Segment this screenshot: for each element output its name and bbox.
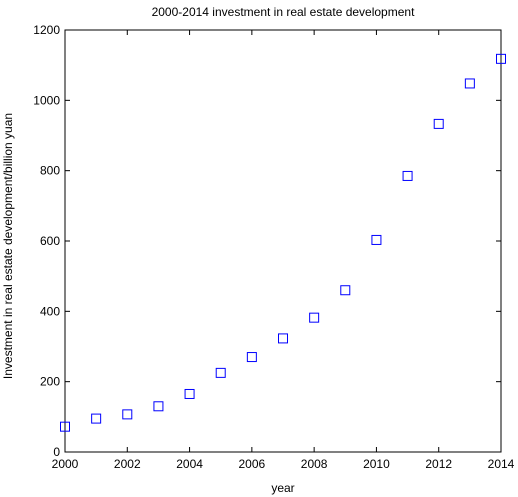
x-tick-label: 2004 <box>176 457 203 471</box>
data-point-marker <box>309 312 320 323</box>
x-tick-label: 2002 <box>114 457 141 471</box>
data-point-marker <box>215 367 226 378</box>
data-point-marker <box>402 170 413 181</box>
data-point-marker <box>464 78 475 89</box>
data-point-marker <box>246 352 257 363</box>
y-tick-label: 1000 <box>33 93 60 107</box>
data-point-marker <box>496 53 506 64</box>
data-point-marker <box>153 401 164 412</box>
x-tick-label: 2006 <box>239 457 266 471</box>
y-tick-label: 800 <box>40 164 60 178</box>
x-tick-label: 2014 <box>488 457 515 471</box>
plot-area-frame <box>64 29 502 453</box>
data-point-marker <box>340 285 351 296</box>
x-tick-label: 2010 <box>363 457 390 471</box>
x-axis: 2000 2002 2004 2006 2008 2010 2012 2014 <box>52 30 515 471</box>
y-axis: 0 200 400 600 800 1000 1200 <box>33 23 501 459</box>
data-point-marker <box>60 421 70 432</box>
y-tick-label: 200 <box>40 375 60 389</box>
x-axis-label: year <box>271 481 294 495</box>
data-series <box>60 53 506 432</box>
data-point-marker <box>184 388 195 399</box>
y-tick-label: 0 <box>53 445 60 459</box>
y-tick-label: 600 <box>40 234 60 248</box>
data-point-marker <box>278 333 288 344</box>
chart-title: 2000-2014 investment in real estate deve… <box>152 5 416 19</box>
y-axis-label: Investment in real estate development/bi… <box>1 113 15 379</box>
x-tick-label: 2000 <box>52 457 79 471</box>
data-point-marker <box>371 234 382 245</box>
data-point-marker <box>433 118 444 129</box>
data-point-marker <box>91 413 102 424</box>
data-point-marker <box>122 409 133 420</box>
y-tick-label: 1200 <box>33 23 60 37</box>
y-tick-label: 400 <box>40 304 60 318</box>
x-tick-label: 2012 <box>425 457 452 471</box>
x-tick-label: 2008 <box>301 457 328 471</box>
